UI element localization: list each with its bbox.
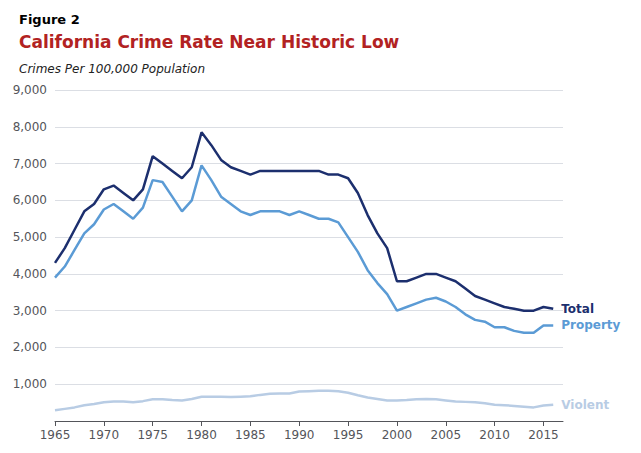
svg-text:Figure 2: Figure 2 — [19, 12, 80, 27]
svg-text:1,000: 1,000 — [13, 377, 47, 391]
svg-text:Violent: Violent — [561, 398, 609, 412]
svg-text:Crimes Per 100,000 Population: Crimes Per 100,000 Population — [19, 62, 205, 76]
svg-text:8,000: 8,000 — [13, 120, 47, 134]
svg-text:2005: 2005 — [430, 428, 461, 442]
svg-text:9,000: 9,000 — [13, 83, 47, 97]
svg-text:2000: 2000 — [382, 428, 413, 442]
svg-text:7,000: 7,000 — [13, 157, 47, 171]
svg-text:2015: 2015 — [528, 428, 559, 442]
svg-text:4,000: 4,000 — [13, 267, 47, 281]
svg-text:Property: Property — [561, 318, 620, 332]
svg-text:1980: 1980 — [186, 428, 217, 442]
svg-text:6,000: 6,000 — [13, 193, 47, 207]
svg-text:1990: 1990 — [284, 428, 315, 442]
svg-text:1995: 1995 — [333, 428, 364, 442]
svg-text:1965: 1965 — [40, 428, 71, 442]
svg-text:1970: 1970 — [89, 428, 120, 442]
svg-text:California Crime Rate Near His: California Crime Rate Near Historic Low — [19, 32, 400, 52]
svg-text:2010: 2010 — [479, 428, 510, 442]
svg-text:Total: Total — [561, 302, 594, 316]
svg-text:1975: 1975 — [137, 428, 168, 442]
svg-text:1985: 1985 — [235, 428, 266, 442]
svg-text:3,000: 3,000 — [13, 304, 47, 318]
svg-text:2,000: 2,000 — [13, 340, 47, 354]
svg-text:5,000: 5,000 — [13, 230, 47, 244]
